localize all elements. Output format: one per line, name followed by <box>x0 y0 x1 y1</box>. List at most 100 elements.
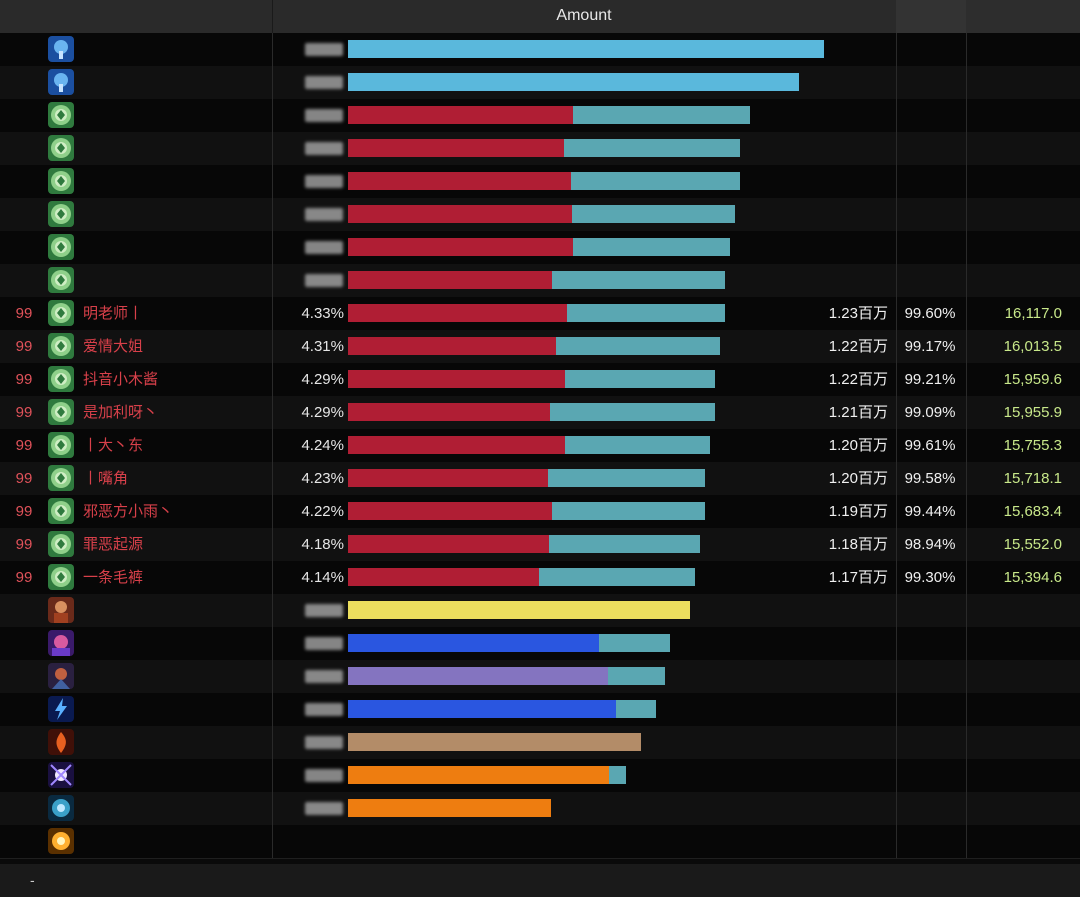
column-divider <box>966 660 967 693</box>
damage-bar-primary <box>348 469 548 487</box>
table-row[interactable] <box>0 825 1080 859</box>
table-row[interactable] <box>0 132 1080 166</box>
level-label: 99 <box>15 536 33 553</box>
table-row[interactable] <box>0 693 1080 727</box>
damage-bar-secondary <box>572 106 750 124</box>
header-dps-column[interactable] <box>966 0 1080 33</box>
damage-bar-primary <box>348 106 573 124</box>
column-divider <box>272 330 273 363</box>
table-row[interactable] <box>0 792 1080 826</box>
obscured-percent <box>305 175 343 188</box>
column-divider <box>272 825 273 858</box>
column-divider <box>896 726 897 759</box>
damage-value: 1.22百万 <box>828 338 888 355</box>
damage-bar-secondary <box>571 172 740 190</box>
sigil-icon <box>48 135 74 161</box>
table-row[interactable] <box>0 660 1080 694</box>
player-name: 丨大丶东 <box>83 437 144 454</box>
damage-bar-primary <box>348 634 600 652</box>
damage-bar-primary <box>348 733 641 751</box>
table-row[interactable]: 99 丨大丶东 4.24% 1.20百万 99.61% 15,755.3 <box>0 429 1080 463</box>
lightning-icon <box>48 696 74 722</box>
table-row[interactable]: 99 丨嘴角 4.23% 1.20百万 99.58% 15,718.1 <box>0 462 1080 496</box>
table-row[interactable] <box>0 264 1080 298</box>
table-row[interactable] <box>0 231 1080 265</box>
table-row[interactable]: 99 一条毛裤 4.14% 1.17百万 99.30% 15,394.6 <box>0 561 1080 595</box>
damage-bar-secondary <box>572 205 735 223</box>
player-name: 爱情大姐 <box>83 338 144 355</box>
table-row[interactable] <box>0 66 1080 100</box>
obscured-percent <box>305 208 343 221</box>
obscured-percent <box>305 769 343 782</box>
player-name: 抖音小木酱 <box>83 371 159 388</box>
column-divider <box>966 429 967 462</box>
column-divider <box>896 330 897 363</box>
column-divider <box>966 495 967 528</box>
obscured-percent <box>305 43 343 56</box>
column-divider <box>272 792 273 825</box>
column-divider <box>272 759 273 792</box>
table-row[interactable] <box>0 594 1080 628</box>
level-label: 99 <box>15 404 33 421</box>
level-label: 99 <box>15 470 33 487</box>
column-divider <box>966 231 967 264</box>
footer-label: - <box>30 872 35 888</box>
column-divider <box>966 825 967 858</box>
level-label: 99 <box>15 305 33 322</box>
damage-bar-secondary <box>565 436 711 454</box>
player-name: 明老师丨 <box>83 305 144 322</box>
damage-bar-primary <box>348 601 691 619</box>
sigil-icon <box>48 366 74 392</box>
column-divider <box>966 33 967 66</box>
obscured-percent <box>305 736 343 749</box>
percent-value: 4.29% <box>301 371 344 388</box>
header-amount-column[interactable]: Amount <box>272 0 897 33</box>
level-label: 99 <box>15 569 33 586</box>
table-row[interactable] <box>0 726 1080 760</box>
sigil-icon <box>48 465 74 491</box>
table-row[interactable] <box>0 33 1080 67</box>
table-row[interactable]: 99 是加利呀丶 4.29% 1.21百万 99.09% 15,955.9 <box>0 396 1080 430</box>
column-divider <box>272 594 273 627</box>
damage-bar-secondary <box>548 535 701 553</box>
column-divider <box>896 297 897 330</box>
column-divider <box>896 462 897 495</box>
column-divider <box>272 33 273 66</box>
damage-bar-secondary <box>551 271 725 289</box>
header-name-column[interactable] <box>0 0 273 33</box>
mage-icon <box>48 630 74 656</box>
header-accuracy-column[interactable] <box>896 0 967 33</box>
damage-bar-primary <box>348 238 574 256</box>
damage-value: 1.23百万 <box>828 305 888 322</box>
column-divider <box>896 594 897 627</box>
accuracy-value: 99.21% <box>904 371 956 388</box>
obscured-percent <box>305 142 343 155</box>
table-row[interactable]: 99 抖音小木酱 4.29% 1.22百万 99.21% 15,959.6 <box>0 363 1080 397</box>
column-divider <box>272 165 273 198</box>
table-row[interactable]: 99 爱情大姐 4.31% 1.22百万 99.17% 16,013.5 <box>0 330 1080 364</box>
table-row[interactable]: 99 罪恶起源 4.18% 1.18百万 98.94% 15,552.0 <box>0 528 1080 562</box>
accuracy-value: 99.60% <box>904 305 956 322</box>
table-row[interactable]: 99 邪恶方小雨丶 4.22% 1.19百万 99.44% 15,683.4 <box>0 495 1080 529</box>
column-divider <box>966 297 967 330</box>
column-divider <box>272 627 273 660</box>
table-row[interactable] <box>0 198 1080 232</box>
sigil-icon <box>48 498 74 524</box>
obscured-percent <box>305 76 343 89</box>
table-row[interactable] <box>0 627 1080 661</box>
player-name: 邪恶方小雨丶 <box>83 503 174 520</box>
table-row[interactable] <box>0 759 1080 793</box>
damage-bar-primary <box>348 40 825 58</box>
column-divider <box>896 396 897 429</box>
column-divider <box>272 462 273 495</box>
damage-value: 1.20百万 <box>828 470 888 487</box>
damage-bar-primary <box>348 535 549 553</box>
damage-bar-primary <box>348 403 550 421</box>
table-row[interactable]: 99 明老师丨 4.33% 1.23百万 99.60% 16,117.0 <box>0 297 1080 331</box>
column-divider <box>896 165 897 198</box>
column-divider <box>966 66 967 99</box>
table-row[interactable] <box>0 165 1080 199</box>
percent-value: 4.29% <box>301 404 344 421</box>
table-row[interactable] <box>0 99 1080 133</box>
accuracy-value: 99.17% <box>904 338 956 355</box>
